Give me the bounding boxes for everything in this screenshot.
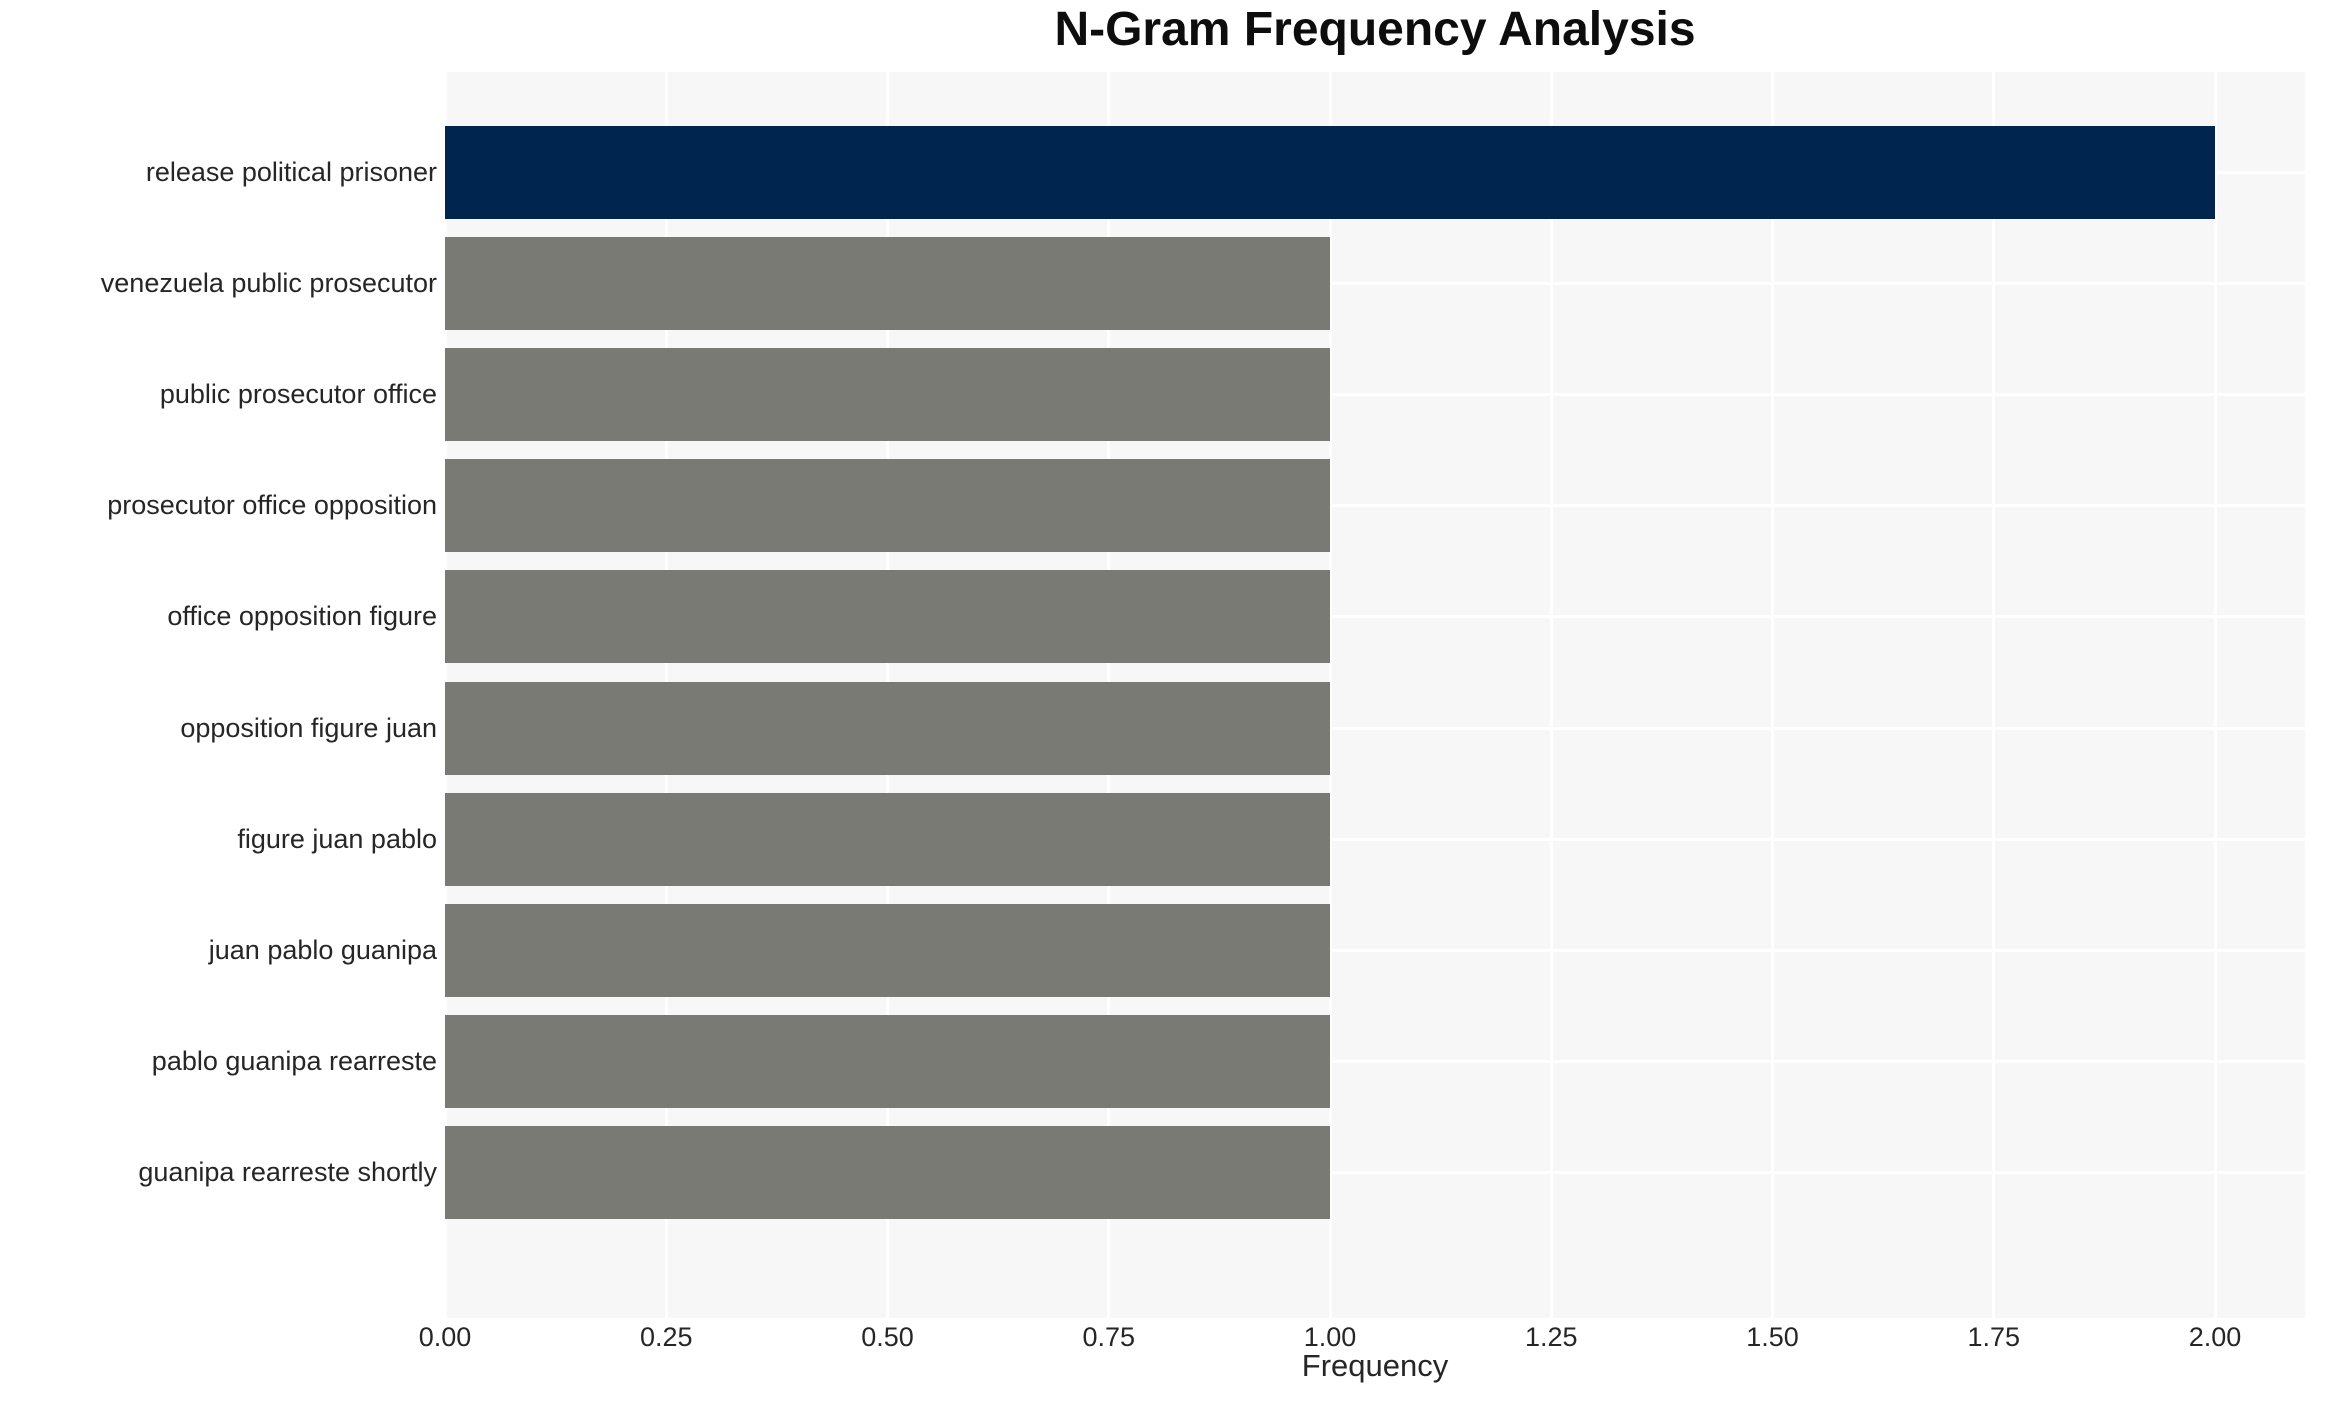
gridline-vertical <box>1549 72 1553 1318</box>
gridline-horizontal <box>445 837 2305 841</box>
gridline-horizontal <box>445 1059 2305 1063</box>
gridline-vertical <box>1328 72 1332 1318</box>
gridline-horizontal <box>445 615 2305 619</box>
y-axis-label: prosecutor office opposition <box>107 490 437 521</box>
bar-row <box>445 784 2305 895</box>
bar-row <box>445 228 2305 339</box>
chart-title: N-Gram Frequency Analysis <box>1054 3 1696 56</box>
x-axis-tick: 0.50 <box>861 1322 914 1352</box>
gridline-horizontal <box>445 393 2305 397</box>
bar-row <box>445 1006 2305 1117</box>
bar-figure-juan-pablo <box>445 792 1330 886</box>
gridline-vertical <box>1771 72 1774 1318</box>
gridline-vertical <box>2213 72 2217 1318</box>
y-axis-label: opposition figure juan <box>180 712 437 743</box>
bar-venezuela-public-prosecutor <box>445 237 1330 331</box>
y-axis-label: venezuela public prosecutor <box>100 268 437 299</box>
gridline-horizontal <box>445 282 2305 286</box>
x-axis-tick: 2.00 <box>2188 1322 2242 1352</box>
x-axis-tick: 0.25 <box>639 1322 693 1352</box>
plot-area <box>443 72 2305 1318</box>
x-axis-tick: 1.00 <box>1303 1322 1357 1352</box>
bar-juan-pablo-guanipa <box>445 903 1330 997</box>
y-axis-label: pablo guanipa rearreste <box>151 1045 437 1076</box>
y-axis-label: guanipa rearreste shortly <box>138 1156 437 1187</box>
bar-opposition-figure-juan <box>445 681 1330 775</box>
x-axis-tick: 0.00 <box>418 1322 472 1352</box>
bar-office-opposition-figure <box>445 570 1330 664</box>
x-axis-tick: 1.25 <box>1524 1322 1578 1352</box>
x-axis-tick: 0.75 <box>1082 1322 1136 1352</box>
bar-release-political-prisoner <box>445 126 2215 220</box>
gridline-vertical <box>1992 72 1996 1318</box>
bar-guanipa-rearreste-shortly <box>445 1125 1330 1219</box>
y-axis: release political prisoner venezuela pub… <box>0 117 437 1228</box>
gridline-horizontal <box>445 726 2305 730</box>
bars-container <box>445 117 2305 1228</box>
gridline-horizontal <box>445 1170 2305 1174</box>
x-axis-title: Frequency <box>1301 1348 1449 1383</box>
x-axis-tick: 1.75 <box>1967 1322 2021 1352</box>
x-axis: 0.00 0.25 0.50 0.75 1.00 1.25 1.50 1.75 … <box>419 1322 2305 1356</box>
gridline-horizontal <box>445 504 2305 508</box>
bar-row <box>445 117 2305 228</box>
y-axis-label: release political prisoner <box>145 157 437 188</box>
bar-row <box>445 672 2305 783</box>
bar-row <box>445 895 2305 1006</box>
bar-row <box>445 450 2305 561</box>
gridline-horizontal <box>445 948 2305 952</box>
bar-pablo-guanipa-rearreste <box>445 1014 1330 1108</box>
bar-public-prosecutor-office <box>445 348 1330 442</box>
bar-row <box>445 561 2305 672</box>
y-axis-label: figure juan pablo <box>237 823 437 854</box>
y-axis-label: public prosecutor office <box>159 379 437 410</box>
x-axis-tick: 1.50 <box>1746 1322 1799 1352</box>
bar-row <box>445 339 2305 450</box>
bar-prosecutor-office-opposition <box>445 459 1330 553</box>
y-axis-label: office opposition figure <box>167 601 437 632</box>
bar-row <box>445 1117 2305 1228</box>
y-axis-label: juan pablo guanipa <box>208 934 437 965</box>
